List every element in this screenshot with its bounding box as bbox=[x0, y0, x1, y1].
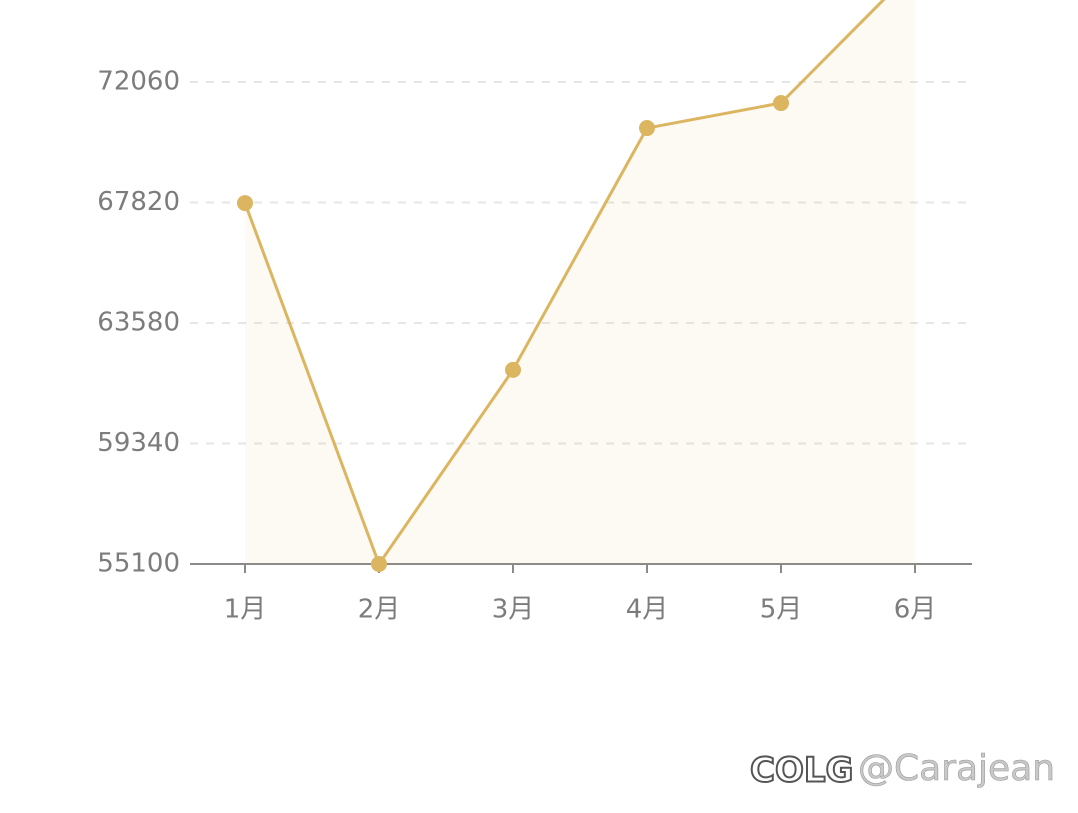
point bbox=[773, 95, 789, 112]
x-tick-label: 5月 bbox=[760, 595, 803, 625]
y-tick-label: 67820 bbox=[97, 187, 180, 217]
x-tick-label: 1月 bbox=[224, 595, 267, 625]
x-tick-label: 6月 bbox=[894, 595, 937, 625]
x-tick-label: 2月 bbox=[358, 595, 401, 625]
point bbox=[371, 556, 387, 572]
x-tick-label: 3月 bbox=[492, 595, 535, 625]
y-tick-label: 55100 bbox=[97, 549, 180, 579]
y-tick-label: 59340 bbox=[97, 428, 180, 458]
y-tick-label: 63580 bbox=[97, 308, 180, 338]
watermark-user: @Carajean bbox=[858, 748, 1055, 789]
line bbox=[243, 0, 886, 568]
point bbox=[237, 195, 253, 212]
watermark-logo: COLG bbox=[750, 751, 853, 791]
y-tick-label: 72060 bbox=[97, 67, 180, 97]
x-tick-label: 4月 bbox=[626, 595, 669, 625]
area bbox=[245, 0, 915, 564]
point bbox=[505, 361, 521, 378]
point bbox=[639, 120, 655, 137]
